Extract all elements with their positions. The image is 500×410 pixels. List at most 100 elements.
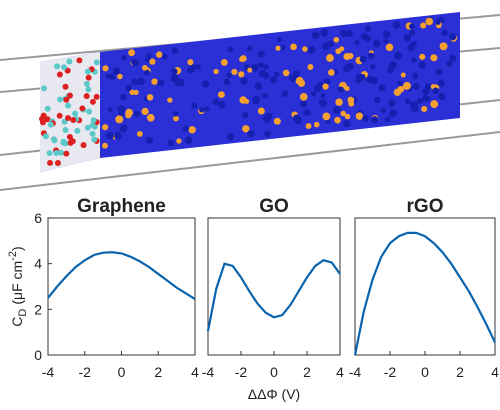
particle bbox=[378, 84, 386, 92]
particle bbox=[380, 107, 386, 114]
particle bbox=[182, 125, 189, 132]
atom bbox=[86, 108, 93, 115]
x-tick-label: 2 bbox=[303, 364, 311, 380]
particle bbox=[171, 68, 178, 75]
particle bbox=[364, 25, 371, 32]
particle bbox=[299, 93, 308, 101]
particle bbox=[373, 39, 381, 48]
particle bbox=[281, 90, 289, 98]
particle bbox=[239, 56, 245, 62]
particle bbox=[320, 92, 326, 99]
line-series bbox=[206, 259, 341, 332]
atom bbox=[42, 133, 49, 140]
atom bbox=[93, 93, 100, 100]
particle bbox=[295, 76, 304, 85]
particle bbox=[373, 96, 381, 104]
particle bbox=[172, 48, 179, 54]
particle bbox=[172, 110, 179, 117]
particle bbox=[280, 44, 286, 51]
panel-title: GO bbox=[259, 196, 289, 217]
particle bbox=[300, 100, 308, 108]
x-tick-label: 0 bbox=[421, 364, 429, 380]
x-tick-label: 0 bbox=[118, 364, 126, 380]
particle bbox=[262, 115, 271, 124]
atom bbox=[57, 149, 64, 156]
x-tick-label: 2 bbox=[154, 364, 162, 380]
particle bbox=[146, 136, 154, 144]
atom bbox=[41, 85, 48, 92]
atom bbox=[63, 150, 70, 157]
particle bbox=[177, 78, 185, 87]
particle bbox=[412, 82, 420, 90]
atom bbox=[54, 159, 61, 166]
atom bbox=[61, 64, 68, 71]
particle bbox=[186, 66, 195, 74]
particle bbox=[405, 98, 411, 105]
atom bbox=[66, 133, 73, 140]
particle bbox=[184, 136, 193, 145]
atom bbox=[85, 86, 92, 93]
atom bbox=[93, 59, 100, 66]
particle bbox=[340, 110, 347, 117]
particle bbox=[121, 55, 127, 61]
particle bbox=[242, 125, 250, 133]
particle bbox=[121, 124, 128, 131]
atom bbox=[84, 68, 91, 75]
particle bbox=[403, 81, 411, 90]
particle bbox=[382, 30, 391, 39]
particle bbox=[430, 100, 439, 109]
atom bbox=[54, 63, 61, 70]
y-tick-label: 2 bbox=[34, 301, 42, 317]
particle bbox=[420, 22, 427, 29]
particle bbox=[394, 51, 403, 60]
particle bbox=[131, 58, 138, 65]
x-tick-label: 4 bbox=[336, 364, 344, 380]
particle bbox=[167, 139, 175, 147]
particle bbox=[252, 95, 261, 104]
particle bbox=[354, 39, 360, 46]
particle bbox=[227, 46, 234, 53]
particle bbox=[343, 119, 351, 128]
particle bbox=[333, 36, 340, 43]
particle bbox=[325, 54, 334, 62]
y-axis-label: CD (μF cm-2) bbox=[7, 246, 29, 326]
particle bbox=[117, 73, 123, 80]
particle bbox=[422, 88, 430, 96]
particle bbox=[155, 51, 163, 58]
atom bbox=[51, 137, 58, 144]
particle bbox=[262, 63, 269, 70]
atom bbox=[76, 57, 83, 64]
particle bbox=[106, 131, 114, 140]
particle bbox=[114, 132, 122, 140]
particle bbox=[143, 69, 150, 76]
particle bbox=[108, 73, 116, 80]
particle bbox=[290, 43, 297, 51]
particle bbox=[238, 71, 245, 78]
particle bbox=[446, 61, 453, 67]
particle bbox=[102, 142, 108, 149]
particle bbox=[141, 107, 149, 116]
particle bbox=[275, 45, 281, 51]
particle bbox=[257, 107, 265, 115]
particle bbox=[412, 73, 418, 79]
y-label-part: (μF cm bbox=[9, 261, 25, 305]
particle bbox=[133, 110, 141, 118]
atom bbox=[65, 114, 72, 121]
atom bbox=[62, 126, 69, 133]
particle bbox=[128, 49, 136, 57]
particle bbox=[432, 87, 440, 95]
particle bbox=[231, 68, 238, 76]
particle bbox=[282, 69, 290, 77]
particle bbox=[360, 32, 368, 40]
particle bbox=[311, 31, 320, 40]
particle bbox=[204, 106, 210, 112]
particle bbox=[385, 43, 394, 52]
atom bbox=[39, 119, 46, 126]
atom bbox=[89, 122, 96, 129]
particle bbox=[322, 112, 331, 121]
particle bbox=[439, 42, 448, 51]
particle bbox=[389, 109, 397, 118]
x-tick-label: -4 bbox=[202, 364, 215, 380]
y-tick-label: 4 bbox=[34, 256, 42, 272]
